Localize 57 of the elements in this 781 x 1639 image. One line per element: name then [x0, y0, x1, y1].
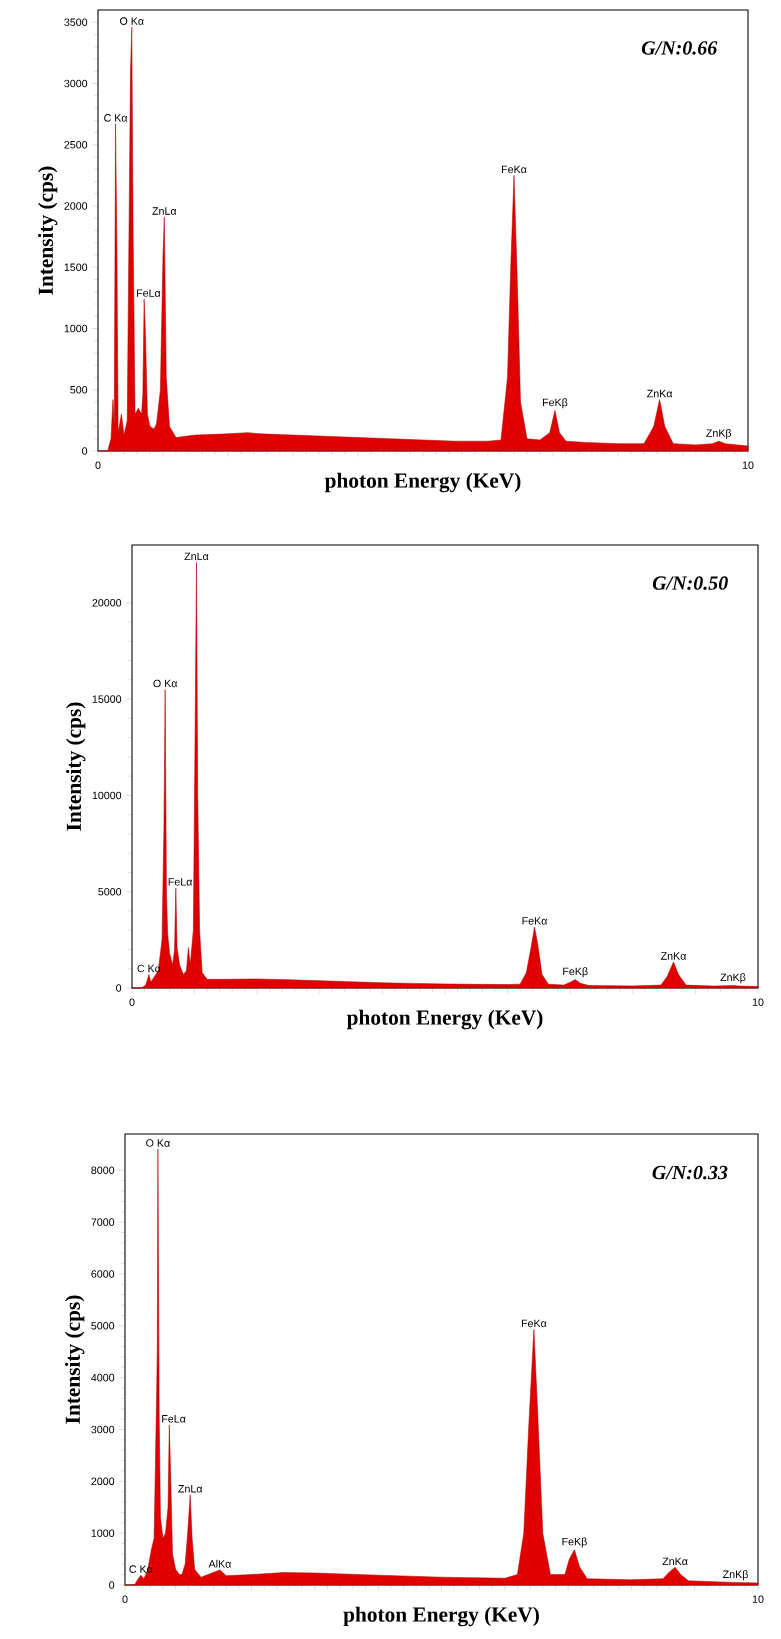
y-tick-label: 1500 [64, 263, 88, 272]
y-tick-label: 500 [70, 385, 88, 394]
y-tick-label: 2000 [91, 1477, 115, 1486]
annotation: FeKβ [542, 398, 568, 409]
annotation: G/N:0.50 [652, 576, 728, 590]
y-tick-label: 5000 [91, 1322, 115, 1330]
x-tick-label: 10 [742, 461, 754, 469]
y-tick-label: 1000 [91, 1529, 115, 1537]
y-axis-title: Intensity (cps) [37, 166, 58, 295]
annotation: G/N:0.33 [652, 1165, 728, 1180]
annotation: ZnKβ [720, 973, 746, 984]
y-tick-label: 3000 [64, 79, 88, 88]
y-tick-label: 7000 [91, 1218, 115, 1226]
x-tick-label: 10 [752, 1595, 764, 1603]
y-tick-label: 10000 [92, 791, 122, 800]
x-axis-title: photon Energy (KeV) [346, 1009, 543, 1030]
annotation: FeLα [137, 289, 161, 297]
y-tick-label: 4000 [91, 1373, 115, 1382]
annotation: ZnKβ [706, 429, 732, 439]
y-tick-label: 0 [82, 447, 88, 455]
x-tick-label: 10 [752, 998, 764, 1006]
y-tick-label: 6000 [91, 1270, 115, 1278]
y-tick-label: 3000 [91, 1425, 115, 1434]
y-tick-label: 1000 [64, 324, 88, 333]
annotation: C Kα [104, 114, 128, 122]
annotation: FeKα [521, 1319, 547, 1328]
annotation: FeKα [522, 917, 548, 925]
annotation: ZnLα [152, 207, 177, 215]
y-tick-label: 3500 [64, 18, 88, 27]
annotation: ZnKα [662, 1557, 688, 1566]
y-tick-label: 2000 [64, 202, 88, 210]
y-axis-title: Intensity (cps) [66, 702, 86, 831]
y-tick-label: 8000 [91, 1166, 115, 1175]
y-tick-label: 0 [116, 984, 122, 992]
y-tick-label: 5000 [98, 887, 122, 896]
annotation: ZnKα [660, 952, 687, 960]
annotation: O Kα [120, 17, 144, 25]
annotation: FeLα [162, 1415, 186, 1423]
annotation: ZnLα [178, 1485, 203, 1493]
x-axis-title: photon Energy (KeV) [324, 472, 521, 493]
y-tick-label: 15000 [92, 695, 122, 703]
y-axis-title: Intensity (cps) [64, 1295, 85, 1424]
annotation: ZnLα [184, 552, 209, 561]
annotation: O Kα [153, 679, 178, 688]
x-axis-title: photon Energy (KeV) [343, 1606, 539, 1627]
annotation: G/N:0.66 [641, 41, 718, 55]
annotation: FeLα [168, 878, 193, 886]
annotation: FeKα [502, 165, 527, 174]
y-tick-label: 20000 [92, 599, 122, 607]
annotation: FeKβ [563, 967, 588, 978]
annotation: FeKβ [562, 1537, 587, 1548]
annotation: AlKα [208, 1559, 232, 1568]
y-tick-label: 0 [109, 1581, 115, 1589]
annotation: ZnKβ [723, 1570, 748, 1581]
annotation: ZnKα [647, 389, 673, 398]
annotation: O Kα [146, 1139, 170, 1147]
y-tick-label: 2500 [64, 140, 88, 149]
